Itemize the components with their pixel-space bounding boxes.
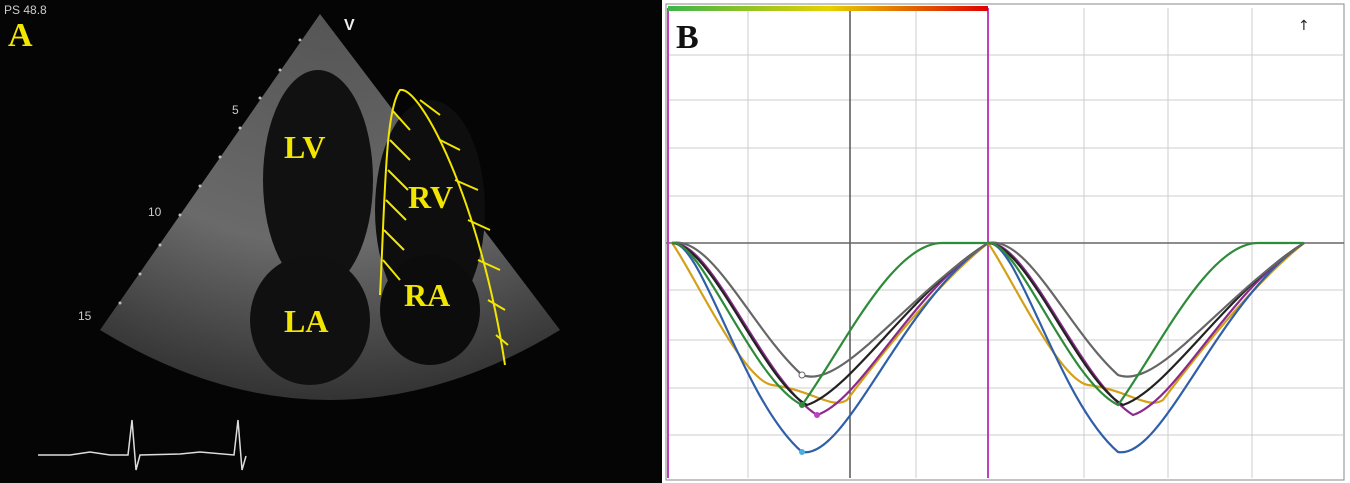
chamber-label: RA [404,277,450,313]
depth-mark: 15 [78,309,92,323]
panel-a: 5 10 15 PS 48.8 V A LV RV LA RA [0,0,662,483]
chamber-label: LA [284,303,328,339]
peak-marker [799,449,805,455]
strain-tracking [379,88,509,366]
header-text: PS 48.8 [4,3,47,17]
color-bar [668,6,988,11]
marker: ↑ [1298,18,1310,34]
peak-marker [798,371,806,379]
panel-label: A [8,17,33,54]
chamber-label: RV [408,179,453,215]
panel-label: B [676,19,699,56]
ra-cavity [380,255,480,365]
chamber-label: LV [284,129,326,165]
ecg-trace [38,419,247,471]
depth-mark: 10 [148,205,162,219]
plot-area [665,3,1345,481]
depth-mark: 5 [232,103,239,117]
depth-scale [118,38,302,305]
lv-cavity [263,70,373,290]
panel-b: B ↑ [665,3,1345,481]
orientation-marker: V [344,17,355,34]
la-cavity [250,255,370,385]
peak-marker [814,412,820,418]
peak-marker [799,402,805,408]
